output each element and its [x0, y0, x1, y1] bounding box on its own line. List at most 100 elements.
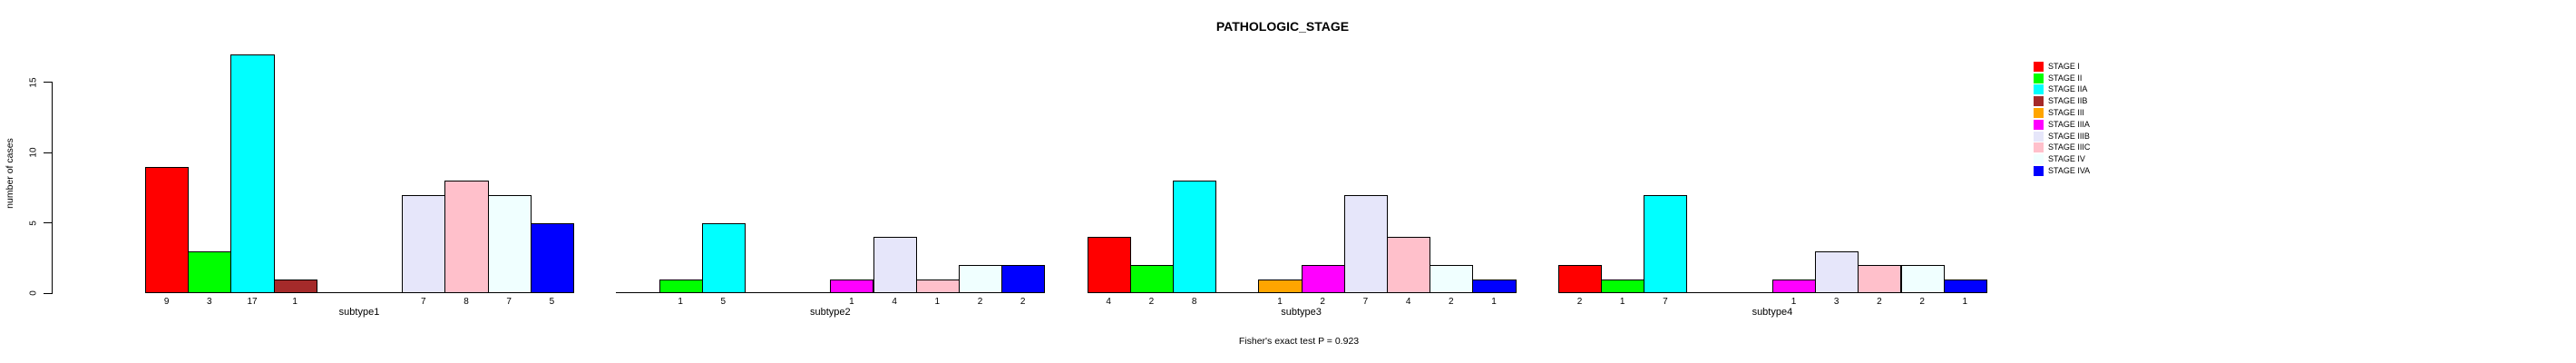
bar-stage-iiia-subtype3	[1301, 265, 1345, 294]
bar-value-label: 2	[1919, 296, 1925, 307]
legend-swatch-icon	[2034, 119, 2044, 130]
legend-swatch-icon	[2034, 131, 2044, 142]
y-tick-mark	[43, 222, 53, 224]
bar-stage-i-subtype1	[145, 166, 190, 294]
bar-value-label: 2	[1320, 296, 1325, 307]
group-label-subtype1: subtype1	[338, 307, 380, 318]
legend-swatch-icon	[2034, 84, 2044, 95]
bar-value-label: 2	[1877, 296, 1882, 307]
legend-label: STAGE IVA	[2048, 166, 2091, 176]
legend-item-stage-i: STAGE I	[2034, 61, 2090, 73]
bar-stage-ii-subtype3	[1129, 265, 1174, 294]
bar-stage-iiic-subtype2	[915, 279, 960, 294]
legend-label: STAGE IIIB	[2048, 131, 2090, 141]
bar-stage-iiib-subtype4	[1815, 250, 1859, 294]
y-axis-label: number of cases	[5, 138, 15, 209]
legend-item-stage-iii: STAGE III	[2034, 107, 2090, 119]
bar-stage-iia-subtype3	[1173, 181, 1217, 294]
bar-value-label: 1	[678, 296, 683, 307]
bar-value-label: 1	[1491, 296, 1497, 307]
bar-stage-iia-subtype2	[701, 222, 746, 294]
bar-value-label: 3	[207, 296, 212, 307]
bar-value-label: 4	[1405, 296, 1411, 307]
legend-item-stage-iv: STAGE IV	[2034, 153, 2090, 165]
bar-value-label: 3	[1833, 296, 1839, 307]
bar-value-label: 2	[977, 296, 983, 307]
bar-stage-iva-subtype4	[1943, 279, 1987, 294]
legend-item-stage-iib: STAGE IIB	[2034, 95, 2090, 107]
legend-item-stage-ii: STAGE II	[2034, 73, 2090, 84]
bar-stage-iiia-subtype2	[830, 279, 874, 294]
legend-swatch-icon	[2034, 61, 2044, 72]
legend-label: STAGE III	[2048, 108, 2084, 118]
bar-stage-iiia-subtype4	[1771, 279, 1817, 294]
bar-stage-iv-subtype4	[1900, 265, 1945, 294]
bar-stage-iiib-subtype3	[1343, 194, 1388, 294]
bar-value-label: 1	[849, 296, 854, 307]
legend-item-stage-iiib: STAGE IIIB	[2034, 131, 2090, 142]
y-tick-mark	[43, 292, 53, 294]
bar-stage-iva-subtype2	[1001, 265, 1046, 294]
bar-stage-iib-subtype1	[273, 279, 317, 294]
legend-label: STAGE IIIC	[2048, 142, 2091, 152]
bar-stage-i-subtype4	[1557, 265, 1603, 294]
legend: STAGE I STAGE II STAGE IIA STAGE IIB STAGE I…	[2034, 61, 2090, 177]
chart-title: PATHOLOGIC_STAGE	[1215, 19, 1350, 34]
bar-value-label: 2	[1148, 296, 1155, 307]
bar-stage-iva-subtype1	[530, 222, 574, 294]
bar-value-label: 7	[506, 296, 512, 307]
bar-value-label: 7	[421, 296, 426, 307]
bar-value-label: 1	[1962, 296, 1968, 307]
bar-value-label: 5	[549, 296, 555, 307]
bar-stage-iii-subtype3	[1258, 279, 1303, 294]
y-axis-line	[52, 83, 53, 293]
bar-value-label: 7	[1362, 296, 1369, 307]
bar-value-label: 8	[463, 296, 469, 307]
bar-value-label: 1	[1277, 296, 1283, 307]
y-tick-label: 10	[28, 147, 39, 158]
group-label-subtype2: subtype2	[809, 307, 851, 318]
bar-value-label: 5	[720, 296, 727, 307]
bar-value-label: 8	[1191, 296, 1197, 307]
legend-label: STAGE IIIA	[2048, 119, 2090, 129]
bar-stage-i-subtype3	[1087, 237, 1131, 294]
y-tick-mark	[43, 152, 53, 153]
legend-label: STAGE IIA	[2048, 84, 2088, 94]
bar-value-label: 17	[247, 296, 258, 307]
bar-value-label: 9	[163, 296, 170, 307]
bar-stage-ii-subtype4	[1601, 279, 1645, 294]
legend-item-stage-iiic: STAGE IIIC	[2034, 142, 2090, 154]
bar-stage-iiic-subtype4	[1858, 265, 1902, 294]
bar-stage-iiib-subtype1	[402, 194, 446, 294]
bar-value-label: 7	[1663, 296, 1668, 307]
legend-swatch-icon	[2034, 73, 2044, 83]
bar-stage-iia-subtype1	[230, 54, 275, 294]
legend-item-stage-iia: STAGE IIA	[2034, 84, 2090, 96]
group-label-subtype4: subtype4	[1751, 307, 1793, 318]
y-tick-label: 0	[28, 290, 39, 296]
bar-value-label: 4	[1106, 296, 1111, 307]
bar-stage-iv-subtype3	[1429, 265, 1474, 294]
bar-value-label: 1	[292, 296, 298, 307]
bar-stage-iia-subtype4	[1644, 194, 1688, 294]
bar-value-label: 4	[892, 296, 897, 307]
bar-stage-ii-subtype2	[659, 279, 703, 294]
legend-label: STAGE IIB	[2048, 96, 2088, 106]
legend-swatch-icon	[2034, 154, 2044, 165]
legend-label: STAGE IV	[2048, 154, 2085, 164]
legend-item-stage-iiia: STAGE IIIA	[2034, 119, 2090, 131]
legend-label: STAGE II	[2048, 73, 2083, 83]
legend-swatch-icon	[2034, 108, 2044, 119]
bar-value-label: 1	[1791, 296, 1797, 307]
y-tick-label: 5	[28, 220, 39, 226]
bar-stage-iiic-subtype3	[1387, 237, 1431, 294]
bar-stage-iv-subtype1	[487, 194, 532, 294]
bar-value-label: 1	[934, 296, 941, 307]
bar-stage-iiic-subtype1	[444, 181, 489, 294]
legend-label: STAGE I	[2048, 61, 2080, 71]
bar-value-label: 2	[1020, 296, 1026, 307]
bar-value-label: 2	[1449, 296, 1454, 307]
legend-swatch-icon	[2034, 96, 2044, 107]
group-label-subtype3: subtype3	[1281, 307, 1322, 318]
